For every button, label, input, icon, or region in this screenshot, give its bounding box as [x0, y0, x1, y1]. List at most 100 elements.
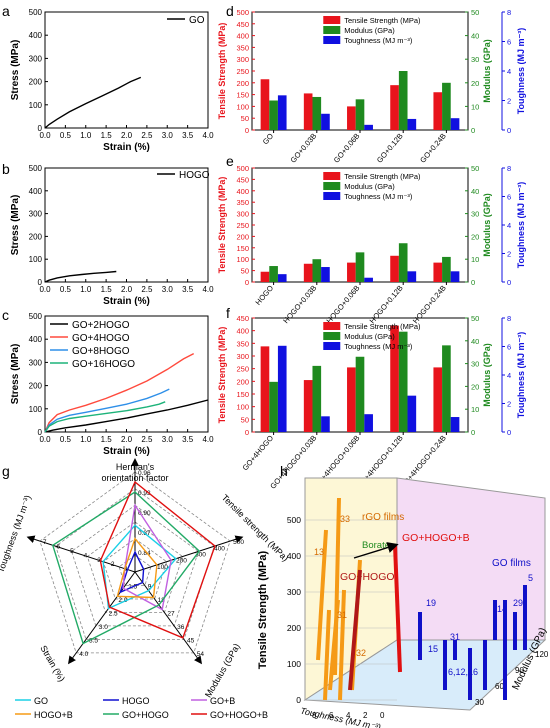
radar-series-go-b — [122, 503, 172, 611]
y3-tick-label: 4 — [507, 371, 511, 380]
y3-tick-label: 0 — [507, 126, 511, 135]
y-tick-label: 300 — [236, 352, 249, 361]
mod-tick-label: 60 — [495, 682, 504, 691]
annotation-gohogo: GO+HOGO — [340, 571, 395, 583]
x-tick-label: 2.5 — [141, 435, 153, 444]
y2-tick-label: 10 — [471, 405, 479, 414]
bar — [407, 395, 417, 432]
bar — [398, 331, 408, 432]
z-tick-label: 100 — [287, 659, 301, 669]
panel-letter-h: h — [280, 463, 288, 479]
legend-label: Modulus (GPa) — [344, 332, 395, 341]
bar — [390, 325, 399, 432]
x-tick-label: 2 — [363, 711, 368, 720]
y-tick-label: 400 — [29, 335, 43, 344]
x-tick-label: 3.0 — [162, 435, 174, 444]
x-tick-label: 6 — [329, 711, 334, 720]
y-tick-label: 500 — [236, 8, 249, 17]
y-tick-label: 450 — [236, 175, 249, 184]
radar-tick-label: 3 — [97, 557, 101, 564]
x-tick-label: 2.0 — [121, 131, 133, 140]
y2-tick-label: 0 — [471, 428, 475, 437]
bar-rgo — [316, 529, 328, 661]
bar-number-label: 32 — [356, 648, 366, 658]
y-tick-label: 300 — [236, 210, 249, 219]
panel-letter-g: g — [2, 463, 10, 479]
bar — [433, 92, 443, 130]
radar-tick-label: 2 — [111, 561, 115, 568]
legend-label: GO+8HOGO — [72, 346, 130, 357]
y3-tick-label: 8 — [507, 164, 511, 173]
y3-tick-label: 6 — [507, 193, 511, 202]
y2-tick-label: 40 — [471, 32, 479, 41]
x-tick-label: 2.5 — [141, 285, 153, 294]
legend-label: HOGO — [179, 170, 210, 181]
mod-tick-label: 90 — [515, 666, 524, 675]
y-tick-label: 0 — [38, 428, 43, 437]
x-tick-label: 0.5 — [60, 435, 72, 444]
stress-strain-chart-go: 0.0 0.5 1.0 1.5 2.0 2.5 3.0 3.5 4.0 0 100 200 300 400… — [10, 8, 214, 153]
x-tick-label: 1.0 — [80, 435, 92, 444]
radar-tick-label: 5 — [70, 548, 74, 555]
radar-tick-label: 400 — [214, 545, 225, 552]
radar-series-hogo — [119, 550, 145, 594]
bar-number-label: 31 — [450, 632, 460, 642]
y-axis-label-toughness: Toughness (MJ m⁻³) — [516, 28, 526, 115]
y-tick-label: 300 — [29, 210, 43, 219]
y2-tick-label: 50 — [471, 164, 479, 173]
radar-tick-label: 2.5 — [109, 610, 118, 617]
x-tick-label: 1.5 — [101, 131, 113, 140]
y-tick-label: 300 — [236, 55, 249, 64]
y3-tick-label: 4 — [507, 67, 511, 76]
legend-swatch — [323, 342, 341, 350]
radar-series-go — [102, 524, 177, 610]
series-line-hogo — [44, 270, 117, 283]
y3-tick-label: 6 — [507, 38, 511, 47]
y-tick-label: 50 — [241, 415, 249, 424]
bar — [390, 85, 399, 130]
y-tick-label: 250 — [236, 67, 249, 76]
bar — [390, 255, 399, 282]
y2-tick-label: 0 — [471, 126, 475, 135]
radar-tick-label: 300 — [195, 551, 206, 558]
bar — [347, 106, 356, 130]
legend-label: GO+2HOGO — [72, 320, 130, 331]
annotation-gohogob: GO+HOGO+B — [402, 532, 470, 544]
bar — [277, 95, 287, 130]
bar — [364, 277, 373, 282]
radar-tick-label: 7 — [43, 539, 47, 546]
radar-series-go-hogo-b — [99, 480, 216, 639]
bar — [398, 243, 408, 282]
x-tick-label: GO+0.03B — [289, 132, 319, 165]
y-tick-label: 400 — [29, 187, 43, 196]
bar-gohogo — [348, 569, 362, 691]
x-tick-label: HOGO+0.06B — [324, 284, 361, 326]
plot-frame — [44, 167, 209, 283]
bar — [260, 271, 270, 282]
y2-tick-label: 30 — [471, 55, 479, 64]
legend-swatch — [323, 182, 341, 190]
x-tick-label: GO+4HOGO — [241, 433, 276, 472]
y-tick-label: 150 — [236, 244, 249, 253]
bar-number-label: 31 — [337, 610, 347, 620]
y-tick-label: 400 — [236, 32, 249, 41]
series-line-go — [44, 76, 142, 129]
y-tick-label: 400 — [236, 327, 249, 336]
panel-letter-f: f — [226, 305, 230, 321]
y3-tick-label: 2 — [507, 97, 511, 106]
bar — [303, 93, 313, 130]
x-tick-label: 0.5 — [60, 285, 72, 294]
x-tick-label: HOGO+0.12B — [368, 284, 405, 326]
legend-label: GO+HOGO+B — [210, 710, 268, 720]
z-tick-label: 500 — [287, 515, 301, 525]
radar-tick-label: 4.0 — [79, 651, 88, 658]
radar-grid — [118, 554, 152, 586]
x-tick-label: 0.0 — [39, 131, 51, 140]
y-tick-label: 400 — [236, 187, 249, 196]
radar-tick-label: 27 — [167, 610, 175, 617]
radar-axis-label: Herman's — [116, 462, 155, 472]
series-line-go-4hogo — [44, 352, 195, 433]
radar-tick-label: 45 — [187, 637, 195, 644]
